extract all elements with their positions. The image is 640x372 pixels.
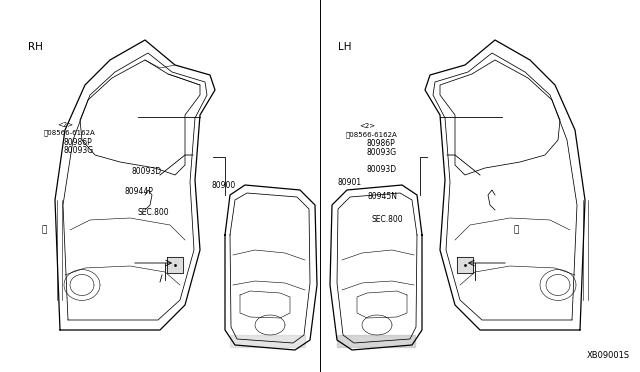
Text: 80986P: 80986P bbox=[64, 138, 93, 147]
Polygon shape bbox=[167, 257, 183, 273]
Text: <2>: <2> bbox=[360, 123, 376, 129]
Text: 80900: 80900 bbox=[211, 182, 236, 190]
Text: Ⓢ08566-6162A: Ⓢ08566-6162A bbox=[346, 131, 397, 138]
Text: SEC.800: SEC.800 bbox=[138, 208, 169, 217]
Text: 80986P: 80986P bbox=[366, 139, 395, 148]
Text: 80944P: 80944P bbox=[125, 187, 154, 196]
Text: 80093D: 80093D bbox=[131, 167, 161, 176]
Text: RH: RH bbox=[28, 42, 43, 52]
Polygon shape bbox=[230, 335, 305, 347]
Text: Ⓢ: Ⓢ bbox=[513, 225, 518, 234]
Polygon shape bbox=[337, 335, 415, 347]
Text: 80093D: 80093D bbox=[366, 165, 396, 174]
Text: 80093G: 80093G bbox=[64, 146, 94, 155]
Text: Ⓢ08566-6162A: Ⓢ08566-6162A bbox=[44, 130, 95, 137]
Text: LH: LH bbox=[338, 42, 351, 52]
Text: 80093G: 80093G bbox=[366, 148, 396, 157]
Text: SEC.800: SEC.800 bbox=[371, 215, 403, 224]
Text: XB09001S: XB09001S bbox=[587, 351, 630, 360]
Polygon shape bbox=[457, 257, 473, 273]
Text: 80901: 80901 bbox=[337, 178, 362, 187]
Text: <2>: <2> bbox=[58, 122, 74, 128]
Text: Ⓢ: Ⓢ bbox=[42, 225, 47, 234]
Text: 80945N: 80945N bbox=[368, 192, 398, 201]
